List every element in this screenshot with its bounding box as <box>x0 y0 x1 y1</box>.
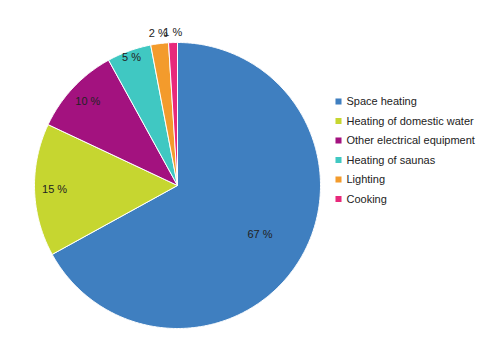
svg-text:67 %: 67 % <box>247 228 272 240</box>
svg-text:5 %: 5 % <box>122 51 141 63</box>
svg-text:Space heating: Space heating <box>347 95 417 107</box>
svg-text:Lighting: Lighting <box>347 173 386 185</box>
svg-text:Heating of domestic water: Heating of domestic water <box>347 115 475 127</box>
svg-text:Other electrical equipment: Other electrical equipment <box>347 134 475 146</box>
svg-text:10 %: 10 % <box>75 95 100 107</box>
svg-text:Cooking: Cooking <box>347 193 387 205</box>
svg-text:1 %: 1 % <box>163 26 182 38</box>
svg-text:2 %: 2 % <box>148 27 168 40</box>
svg-text:15 %: 15 % <box>42 183 67 195</box>
svg-text:Heating of saunas: Heating of saunas <box>347 154 436 166</box>
